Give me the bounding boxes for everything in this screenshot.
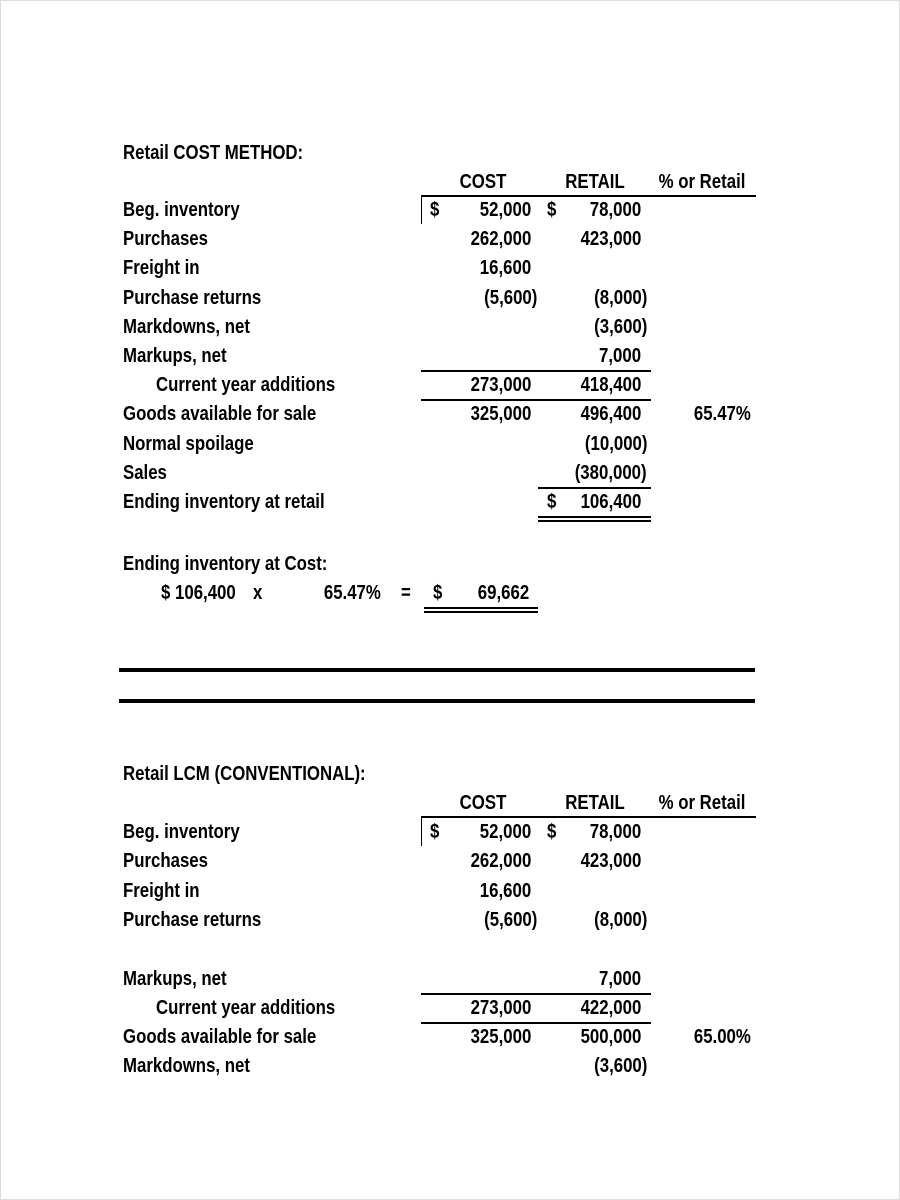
cost-value: 52,000: [479, 199, 531, 221]
computation-amount: $ 106,400: [161, 582, 236, 604]
rule: [538, 370, 651, 373]
currency-symbol: $: [430, 199, 440, 221]
retail-value: 106,400: [580, 491, 641, 513]
rule: [538, 399, 651, 402]
retail-value: (10,000): [584, 432, 647, 455]
rule: [421, 399, 538, 402]
cost-value: 273,000: [470, 996, 531, 1019]
double-underline: [538, 516, 651, 518]
row-label: Sales: [123, 461, 167, 484]
cost-value: (5,600): [483, 908, 537, 931]
row-label: Freight in: [123, 879, 200, 902]
cost-value: 325,000: [470, 403, 531, 426]
cost-value: 52,000: [479, 821, 531, 843]
column-header: COST: [459, 171, 507, 193]
column-header: RETAIL: [565, 792, 625, 814]
retail-value: 78,000: [589, 199, 641, 221]
currency-symbol: $: [433, 582, 443, 604]
retail-value: 423,000: [580, 850, 641, 873]
double-underline: [424, 611, 538, 613]
cost-value: 16,600: [479, 879, 531, 902]
retail-value: (3,600): [593, 1055, 647, 1078]
header-underline: [421, 195, 756, 197]
row-label: Current year additions: [156, 996, 336, 1019]
column-header: % or Retail: [658, 792, 746, 814]
row-label: Markdowns, net: [123, 315, 250, 338]
currency-symbol: $: [547, 199, 557, 221]
column-header: RETAIL: [565, 171, 625, 193]
retail-value: (3,600): [593, 315, 647, 338]
operator: x: [253, 582, 263, 604]
row-label: Purchases: [123, 228, 208, 251]
computation-title: Ending inventory at Cost:: [123, 553, 328, 575]
retail-value: 500,000: [580, 1026, 641, 1049]
percent-value: 65.47%: [694, 403, 751, 426]
row-label: Markdowns, net: [123, 1055, 250, 1078]
cell-border: [421, 196, 422, 224]
cost-value: 325,000: [470, 1026, 531, 1049]
currency-symbol: $: [547, 491, 557, 513]
row-label: Purchase returns: [123, 286, 262, 309]
retail-value: (8,000): [593, 286, 647, 309]
row-label: Freight in: [123, 257, 200, 280]
column-header: COST: [459, 792, 507, 814]
rule: [538, 487, 651, 489]
percent-value: 65.00%: [694, 1026, 751, 1049]
double-underline: [424, 607, 538, 609]
rule: [421, 1022, 538, 1025]
row-label: Current year additions: [156, 374, 336, 397]
row-label: Markups, net: [123, 967, 227, 990]
rule: [538, 992, 651, 995]
retail-value: (380,000): [575, 461, 647, 484]
retail-value: 7,000: [598, 967, 641, 990]
row-label: Ending inventory at retail: [123, 491, 325, 513]
row-label: Purchase returns: [123, 908, 262, 931]
retail-value: 7,000: [598, 345, 641, 367]
row-label: Goods available for sale: [123, 403, 317, 426]
cost-value: 262,000: [470, 228, 531, 251]
cost-value: 16,600: [479, 257, 531, 280]
cost-value: 273,000: [470, 374, 531, 397]
computation-rate: 65.47%: [324, 582, 381, 604]
retail-value: 423,000: [580, 228, 641, 251]
currency-symbol: $: [430, 821, 440, 843]
column-header: % or Retail: [658, 171, 746, 193]
row-label: Beg. inventory: [123, 821, 240, 843]
operator: =: [401, 582, 411, 604]
header-underline: [421, 816, 756, 818]
computation-result: 69,662: [477, 582, 529, 604]
separator: [119, 699, 755, 703]
separator: [119, 668, 755, 672]
cell-border: [421, 818, 422, 846]
section-title: Retail COST METHOD:: [123, 142, 304, 164]
retail-value: 496,400: [580, 403, 641, 426]
double-underline: [538, 520, 651, 522]
row-label: Markups, net: [123, 345, 227, 367]
rule: [538, 1022, 651, 1025]
retail-value: 78,000: [589, 821, 641, 843]
rule: [421, 370, 538, 373]
cost-value: (5,600): [483, 286, 537, 309]
row-label: Beg. inventory: [123, 199, 240, 221]
row-label: Normal spoilage: [123, 432, 254, 455]
rule: [421, 992, 538, 995]
currency-symbol: $: [547, 821, 557, 843]
row-label: Goods available for sale: [123, 1026, 317, 1049]
cost-value: 262,000: [470, 850, 531, 873]
section-title: Retail LCM (CONVENTIONAL):: [123, 763, 366, 785]
retail-value: 418,400: [580, 374, 641, 397]
retail-value: 422,000: [580, 996, 641, 1019]
row-label: Purchases: [123, 850, 208, 873]
retail-value: (8,000): [593, 908, 647, 931]
